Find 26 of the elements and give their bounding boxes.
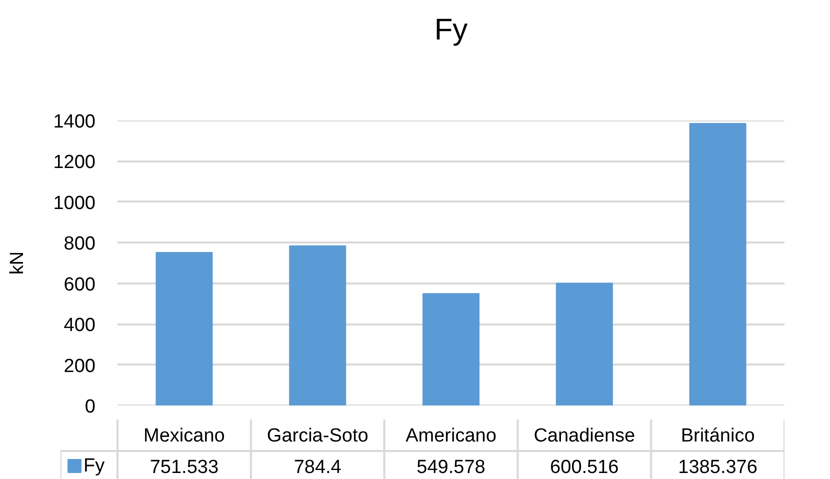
y-axis-title: kN — [7, 251, 28, 275]
x-tick-label: Canadiense — [534, 426, 636, 446]
bar — [689, 122, 746, 406]
y-tick-label: 1200 — [53, 152, 96, 174]
chart-title: Fy — [434, 14, 468, 46]
bar — [422, 293, 480, 406]
data-label: 784.4 — [294, 457, 342, 478]
x-tick-label: Británico — [680, 426, 755, 446]
y-tick-label: 200 — [64, 356, 96, 377]
y-tick-label: 800 — [64, 234, 96, 255]
y-tick-label: 1000 — [53, 192, 96, 214]
y-tick-label: 1400 — [53, 112, 96, 132]
data-label: 1385.376 — [678, 457, 758, 478]
y-tick-label: 400 — [64, 315, 96, 336]
legend-label: Fy — [84, 456, 106, 476]
bar — [289, 245, 346, 406]
x-tick-label: Garcia-Soto — [266, 426, 368, 446]
data-label: 751.533 — [150, 457, 219, 478]
x-tick-label: Mexicano — [144, 426, 225, 446]
y-tick-label: 0 — [84, 396, 96, 418]
data-label: 549.578 — [416, 457, 486, 478]
bar — [556, 282, 613, 406]
data-label: 600.516 — [550, 457, 619, 478]
bar — [156, 252, 213, 406]
x-tick-label: Americano — [406, 426, 496, 446]
y-tick-label: 600 — [64, 274, 96, 296]
